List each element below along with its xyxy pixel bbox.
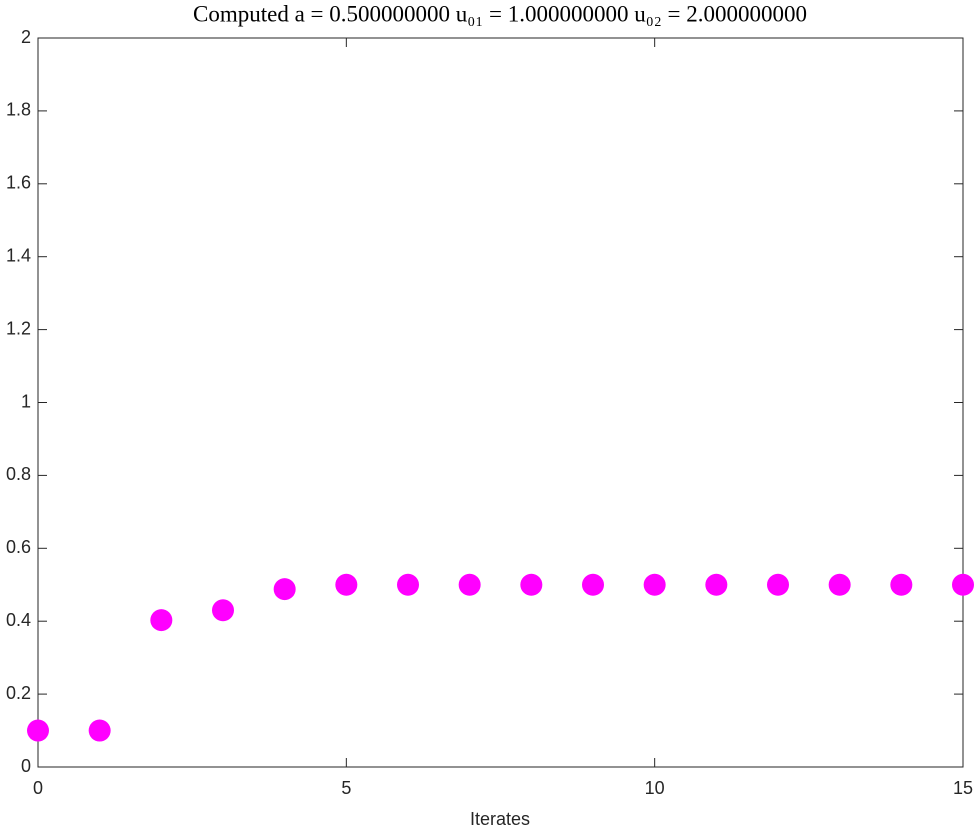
point: [767, 573, 789, 596]
point: [88, 719, 111, 742]
y-tick-label: 0: [21, 756, 31, 776]
y-tick-label: 2: [21, 27, 31, 47]
point: [643, 573, 666, 596]
point: [582, 573, 604, 596]
point: [150, 609, 173, 632]
point: [212, 599, 234, 622]
x-tick-label: 0: [33, 778, 43, 798]
y-tick-label: 1.6: [6, 173, 31, 193]
chart-title: Computed a = 0.500000000 u₀₁ = 1.0000000…: [193, 1, 807, 26]
x-tick-label: 15: [953, 778, 973, 798]
point: [890, 573, 913, 596]
point: [27, 719, 49, 742]
y-tick-label: 1.2: [6, 318, 31, 338]
y-tick-label: 0.8: [6, 464, 31, 484]
y-tick-label: 1: [21, 391, 31, 411]
y-tick-label: 0.4: [6, 610, 31, 630]
y-tick-label: 0.2: [6, 683, 31, 703]
plot-frame: [37, 37, 964, 768]
y-tick-label: 0.6: [6, 537, 31, 557]
x-tick-label: 5: [341, 778, 351, 798]
point: [335, 573, 358, 596]
x-axis-label: Iterates: [470, 809, 530, 829]
point: [397, 573, 419, 596]
point: [828, 573, 851, 596]
y-tick-label: 1.8: [6, 100, 31, 120]
point: [273, 578, 296, 601]
point: [458, 573, 481, 596]
y-tick-label: 1.4: [6, 245, 31, 265]
point: [705, 573, 728, 596]
point: [952, 573, 974, 596]
point: [520, 573, 543, 596]
x-tick-label: 10: [645, 778, 665, 798]
